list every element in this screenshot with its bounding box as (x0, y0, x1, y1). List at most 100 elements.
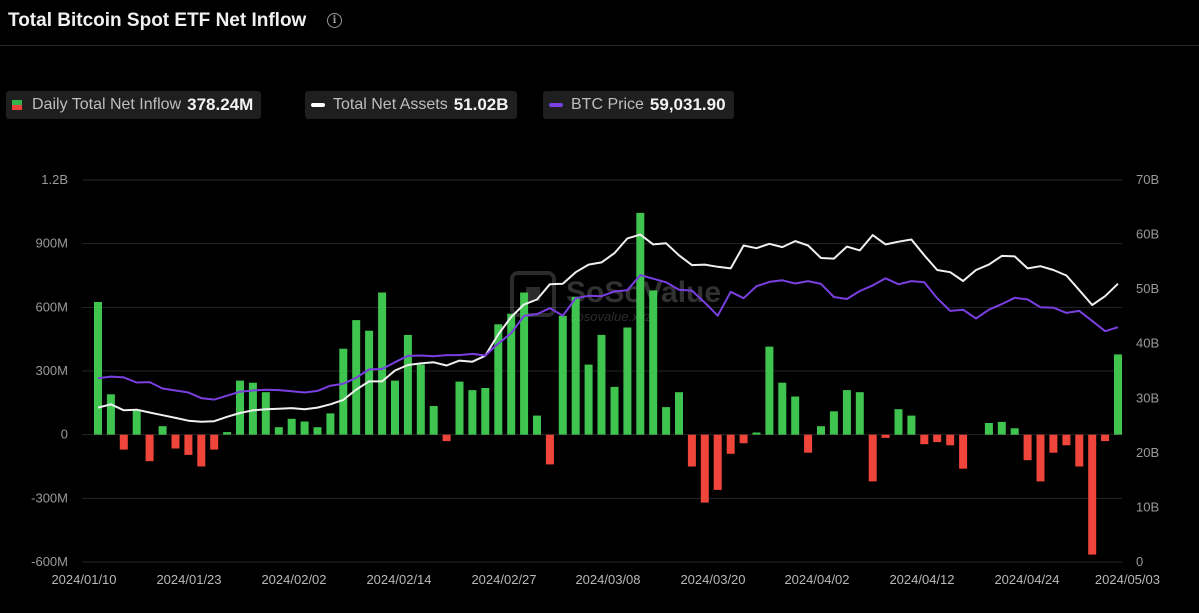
inflow-bar (920, 434, 929, 445)
inflow-bar (429, 406, 438, 435)
inflow-bar (171, 434, 180, 449)
watermark: SoSoValue sosovalue.xyz (510, 271, 721, 324)
inflow-bar (610, 386, 619, 435)
inflow-bar (287, 418, 296, 435)
line-swatch-icon (311, 103, 325, 107)
inflow-bar (145, 434, 154, 462)
legend-btc-price[interactable]: BTC Price 59,031.90 (543, 91, 734, 119)
legend-total-net-assets[interactable]: Total Net Assets 51.02B (305, 91, 517, 119)
inflow-bar (817, 426, 825, 435)
inflow-bar (571, 296, 580, 435)
x-tick-label: 2024/03/20 (680, 572, 745, 587)
inflow-bar (533, 415, 541, 435)
legend-daily-inflow[interactable]: Daily Total Net Inflow 378.24M (6, 91, 262, 119)
right-tick-label: 20B (1136, 445, 1159, 460)
left-tick-label: 900M (35, 236, 68, 251)
inflow-bar (1023, 434, 1032, 461)
left-tick-label: 600M (35, 299, 68, 314)
inflow-bar (675, 392, 683, 435)
inflow-bar (997, 421, 1006, 435)
inflow-bar (520, 292, 529, 435)
right-tick-label: 70B (1136, 172, 1159, 187)
left-tick-label: -600M (31, 554, 68, 569)
inflow-bar (119, 434, 128, 450)
inflow-bar (494, 324, 503, 435)
watermark-site: sosovalue.xyz (570, 309, 652, 324)
chart-header: Total Bitcoin Spot ETF Net Inflow i (0, 0, 1199, 46)
inflow-bar (752, 432, 761, 435)
x-tick-label: 2024/04/24 (994, 572, 1059, 587)
inflow-bar (791, 396, 800, 435)
total-net-assets-line (97, 233, 1119, 423)
x-tick-label: 2024/02/14 (366, 572, 431, 587)
inflow-bar (416, 364, 425, 435)
inflow-bar (597, 334, 606, 435)
inflow-bar (94, 302, 102, 435)
inflow-bar (778, 382, 787, 435)
inflow-bar (326, 413, 335, 435)
inflow-bar (1010, 428, 1019, 435)
inflow-bar (403, 334, 412, 435)
right-tick-label: 0 (1136, 554, 1143, 569)
inflow-bar (700, 434, 709, 503)
inflow-swatch-icon (12, 100, 22, 110)
inflow-bar (274, 427, 283, 435)
x-tick-label: 2024/04/12 (889, 572, 954, 587)
info-icon[interactable]: i (327, 13, 342, 28)
right-tick-label: 10B (1136, 499, 1159, 514)
inflow-bar (868, 434, 877, 482)
x-tick-label: 2024/04/02 (784, 572, 849, 587)
inflow-bar (804, 434, 813, 453)
inflow-bar (545, 434, 554, 465)
right-tick-label: 30B (1136, 390, 1159, 405)
inflow-bar (261, 392, 270, 435)
inflow-bar (984, 423, 993, 435)
left-axis-ticks: 1.2B 900M 600M 300M 0 -300M -600M (31, 172, 68, 569)
inflow-bar (636, 212, 645, 435)
inflow-bar (855, 392, 864, 435)
legend-value: 51.02B (453, 95, 509, 114)
series-lines (97, 233, 1119, 423)
inflow-bar (455, 381, 464, 435)
inflow-bar (662, 407, 671, 435)
inflow-bar (687, 434, 696, 467)
inflow-bar (558, 315, 567, 435)
inflow-bar (1075, 434, 1084, 467)
inflow-bar (1036, 434, 1045, 482)
legend-label: Daily Total Net Inflow (32, 96, 182, 113)
inflow-bar (584, 364, 593, 435)
legend-value: 378.24M (187, 95, 254, 114)
legend-label: BTC Price (571, 96, 644, 113)
inflow-bar (223, 432, 232, 435)
inflow-bars (94, 212, 1122, 555)
right-tick-label: 40B (1136, 336, 1159, 351)
inflow-bar (739, 434, 748, 444)
inflow-bar (339, 348, 348, 435)
inflow-bar (442, 434, 451, 442)
inflow-bar (391, 380, 399, 435)
inflow-bar (765, 346, 774, 435)
left-tick-label: 300M (35, 363, 68, 378)
inflow-bar (946, 434, 955, 446)
inflow-bar (881, 434, 890, 438)
x-tick-label: 2024/03/08 (575, 572, 640, 587)
inflow-bar (468, 390, 477, 435)
inflow-bar (907, 415, 916, 435)
right-axis-ticks: 70B 60B 50B 40B 30B 20B 10B 0 (1136, 172, 1159, 569)
inflow-bar (1088, 434, 1097, 555)
inflow-bar (1049, 434, 1058, 453)
inflow-bar (507, 313, 516, 435)
inflow-bar (313, 427, 322, 435)
inflow-bar (210, 434, 219, 450)
x-tick-label: 2024/05/03 (1095, 572, 1160, 587)
inflow-bar (933, 434, 942, 443)
line-swatch-icon (549, 103, 563, 107)
inflow-bar (1114, 354, 1122, 435)
inflow-bar (726, 434, 735, 454)
inflow-bar (300, 421, 309, 435)
inflow-bar (378, 292, 387, 435)
inflow-bar (158, 426, 167, 435)
inflow-bar (132, 410, 141, 435)
x-tick-label: 2024/01/10 (51, 572, 116, 587)
